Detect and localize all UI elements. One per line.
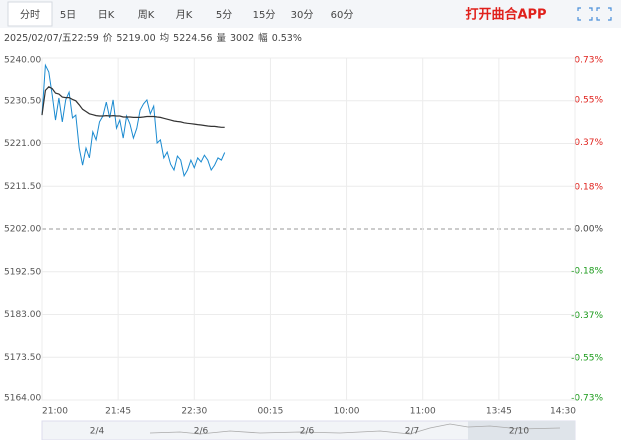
tab[interactable]: 日K	[98, 10, 115, 21]
y-tick-label: 5192.50	[4, 267, 41, 277]
navigator-window[interactable]	[468, 421, 575, 440]
y-tick-label: 5240.00	[4, 56, 41, 66]
y2-tick-label: -0.18%	[571, 267, 603, 277]
y-tick-label: 5221.00	[4, 139, 41, 149]
y2-tick-label: 0.55%	[574, 96, 603, 106]
y2-tick-label: -0.55%	[571, 353, 603, 363]
x-tick-label: 14:30	[550, 407, 576, 417]
navigator-date: 2/6	[300, 427, 315, 437]
x-tick-label: 13:45	[486, 407, 512, 417]
x-tick-label: 22:30	[181, 407, 207, 417]
info-volume: 3002	[230, 33, 254, 44]
y-tick-label: 5183.00	[4, 310, 41, 320]
y-tick-label: 5202.00	[4, 225, 41, 235]
price-line	[41, 86, 225, 128]
tab[interactable]: 分时	[20, 9, 40, 21]
x-tick-label: 11:00	[410, 407, 436, 417]
info-price-label: 价	[103, 33, 113, 44]
y-tick-label: 5230.50	[4, 96, 41, 106]
y2-tick-label: 0.18%	[574, 182, 603, 192]
window-icons	[577, 7, 612, 21]
x-tick-label: 10:00	[334, 407, 360, 417]
x-tick-label: 00:15	[257, 407, 283, 417]
navigator-date: 2/6	[194, 427, 209, 437]
x-tick-label: 21:45	[105, 407, 131, 417]
navigator-line	[149, 423, 561, 435]
info-avg: 5224.56	[173, 33, 212, 44]
info-range-label: 幅	[258, 32, 268, 44]
info-range: 0.53%	[272, 33, 302, 44]
navigator-date: 2/7	[405, 427, 419, 437]
info-avg-label: 均	[160, 32, 170, 44]
tab[interactable]: 30分	[291, 9, 314, 21]
y2-tick-label: 0.73%	[574, 56, 603, 66]
price-line	[41, 63, 226, 178]
info-line: 2025/02/07/五22:59 价 5219.00 均 5224.56 量 3002 幅 0…	[4, 32, 302, 44]
tab[interactable]: 5日	[60, 10, 76, 21]
navigator-date: 2/10	[509, 427, 529, 437]
x-tick-label: 21:00	[42, 407, 68, 417]
y-tick-label: 5164.00	[4, 394, 41, 404]
info-price: 5219.00	[116, 33, 155, 44]
navigator-date: 2/4	[90, 427, 105, 437]
tab[interactable]: 60分	[331, 9, 354, 21]
tab[interactable]: 周K	[138, 9, 155, 21]
brand[interactable]: 打开曲合APP	[465, 7, 546, 23]
y2-tick-label: -0.37%	[571, 311, 603, 321]
y2-tick-label: 0.00%	[574, 225, 603, 235]
active-tab	[7, 1, 53, 27]
y2-tick-label: -0.73%	[571, 394, 603, 404]
toolbar	[0, 0, 621, 28]
y-tick-label: 5211.50	[4, 182, 41, 192]
tab[interactable]: 月K	[176, 9, 193, 21]
y2-tick-label: 0.37%	[574, 138, 603, 148]
info-datetime: 2025/02/07/五22:59	[4, 33, 99, 44]
info-volume-label: 量	[216, 33, 226, 44]
y-tick-label: 5173.50	[4, 353, 41, 363]
tab[interactable]: 15分	[253, 9, 276, 21]
tab[interactable]: 5分	[216, 9, 232, 21]
